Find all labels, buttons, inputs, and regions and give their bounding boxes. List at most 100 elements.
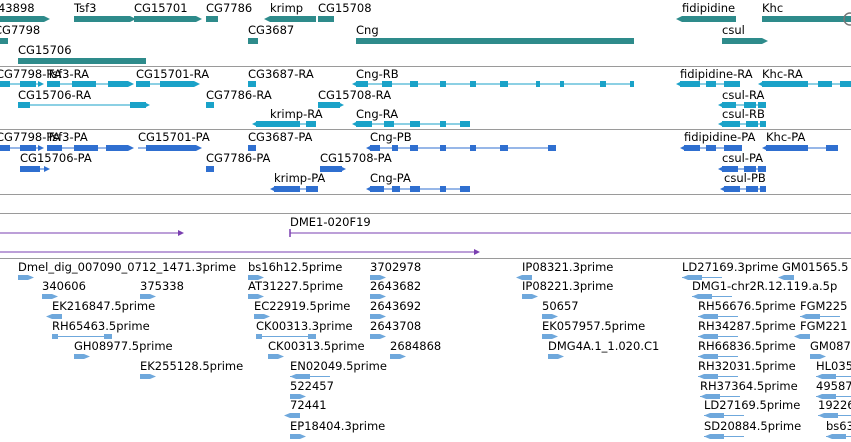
protein-exon[interactable] xyxy=(500,145,508,151)
protein-exon[interactable] xyxy=(306,186,318,192)
protein-exon[interactable] xyxy=(0,145,10,151)
transcript-exon[interactable] xyxy=(306,121,316,127)
protein-exon[interactable] xyxy=(826,145,838,151)
transcript-exon[interactable] xyxy=(470,81,476,87)
est-feature[interactable] xyxy=(522,294,532,299)
est-feature[interactable] xyxy=(42,294,52,299)
protein-exon[interactable] xyxy=(392,186,400,192)
transcript-exon[interactable] xyxy=(762,81,808,87)
est-feature[interactable] xyxy=(74,354,84,359)
protein-exon[interactable] xyxy=(724,145,742,151)
est-feature[interactable] xyxy=(248,275,258,280)
scroll-knob-icon[interactable] xyxy=(843,12,851,26)
protein-exon[interactable] xyxy=(20,166,40,172)
protein-exon[interactable] xyxy=(470,145,476,151)
gene-feature[interactable] xyxy=(206,16,218,22)
est-feature[interactable] xyxy=(290,394,300,399)
est-feature[interactable] xyxy=(104,334,112,339)
est-feature[interactable] xyxy=(522,275,532,280)
protein-exon[interactable] xyxy=(410,145,418,151)
protein-exon[interactable] xyxy=(320,166,342,172)
transcript-exon[interactable] xyxy=(560,81,564,87)
est-feature[interactable] xyxy=(140,294,150,299)
est-feature[interactable] xyxy=(268,354,278,359)
protein-exon[interactable] xyxy=(206,166,214,172)
transcript-exon[interactable] xyxy=(440,121,446,127)
transcript-exon[interactable] xyxy=(382,81,392,87)
transcript-exon[interactable] xyxy=(248,81,256,87)
protein-exon[interactable] xyxy=(248,145,256,151)
protein-exon[interactable] xyxy=(106,145,128,151)
est-feature[interactable] xyxy=(18,275,28,280)
transcript-exon[interactable] xyxy=(20,81,36,87)
transcript-exon[interactable] xyxy=(724,81,740,87)
est-feature[interactable] xyxy=(390,354,400,359)
transcript-exon[interactable] xyxy=(744,102,756,108)
gene-feature[interactable] xyxy=(0,16,44,22)
transcript-exon[interactable] xyxy=(72,81,96,87)
transcript-exon[interactable] xyxy=(410,81,418,87)
gene-feature[interactable] xyxy=(74,16,130,22)
est-feature[interactable] xyxy=(542,314,552,319)
protein-exon[interactable] xyxy=(766,145,808,151)
est-feature[interactable] xyxy=(810,354,820,359)
transcript-exon[interactable] xyxy=(706,81,716,87)
transcript-exon[interactable] xyxy=(130,102,146,108)
transcript-exon[interactable] xyxy=(160,81,194,87)
protein-exon[interactable] xyxy=(440,186,446,192)
transcript-exon[interactable] xyxy=(758,102,766,108)
gene-feature[interactable] xyxy=(356,38,634,44)
transcript-exon[interactable] xyxy=(356,121,372,127)
protein-exon[interactable] xyxy=(758,166,766,172)
transcript-exon[interactable] xyxy=(18,102,30,108)
transcript-exon[interactable] xyxy=(256,121,300,127)
gene-feature[interactable] xyxy=(248,38,258,44)
est-feature[interactable] xyxy=(254,314,264,319)
protein-exon[interactable] xyxy=(744,166,756,172)
est-feature[interactable] xyxy=(800,334,810,339)
protein-exon[interactable] xyxy=(760,186,766,192)
transcript-exon[interactable] xyxy=(536,81,540,87)
gene-feature[interactable] xyxy=(762,16,851,22)
protein-exon[interactable] xyxy=(392,145,398,151)
protein-exon[interactable] xyxy=(440,145,446,151)
gene-feature[interactable] xyxy=(0,38,8,44)
transcript-exon[interactable] xyxy=(722,102,736,108)
gene-feature[interactable] xyxy=(18,58,146,64)
transcript-exon[interactable] xyxy=(410,121,420,127)
protein-exon[interactable] xyxy=(74,145,98,151)
protein-exon[interactable] xyxy=(746,186,758,192)
transcript-exon[interactable] xyxy=(440,81,446,87)
protein-exon[interactable] xyxy=(548,145,556,151)
transcript-exon[interactable] xyxy=(384,121,394,127)
protein-exon[interactable] xyxy=(274,186,300,192)
gene-feature[interactable] xyxy=(134,16,196,22)
protein-exon[interactable] xyxy=(706,145,716,151)
transcript-exon[interactable] xyxy=(108,81,128,87)
est-feature[interactable] xyxy=(784,275,794,280)
protein-exon[interactable] xyxy=(684,145,700,151)
transcript-exon[interactable] xyxy=(460,121,470,127)
protein-exon[interactable] xyxy=(724,186,740,192)
est-feature[interactable] xyxy=(52,334,58,339)
est-feature[interactable] xyxy=(290,413,300,418)
transcript-exon[interactable] xyxy=(818,81,832,87)
est-feature[interactable] xyxy=(370,334,380,339)
gene-feature[interactable] xyxy=(270,16,316,22)
protein-exon[interactable] xyxy=(460,186,470,192)
protein-exon[interactable] xyxy=(722,166,738,172)
transcript-exon[interactable] xyxy=(600,81,606,87)
est-feature[interactable] xyxy=(370,294,380,299)
protein-exon[interactable] xyxy=(370,145,380,151)
transcript-exon[interactable] xyxy=(680,81,700,87)
transcript-exon[interactable] xyxy=(0,81,10,87)
gene-feature[interactable] xyxy=(722,38,762,44)
transcript-exon[interactable] xyxy=(136,81,150,87)
est-feature[interactable] xyxy=(248,294,258,299)
protein-exon[interactable] xyxy=(370,186,384,192)
protein-exon[interactable] xyxy=(410,186,420,192)
transcript-exon[interactable] xyxy=(760,121,766,127)
transcript-exon[interactable] xyxy=(206,102,214,108)
est-feature[interactable] xyxy=(548,354,558,359)
transcript-exon[interactable] xyxy=(722,121,740,127)
